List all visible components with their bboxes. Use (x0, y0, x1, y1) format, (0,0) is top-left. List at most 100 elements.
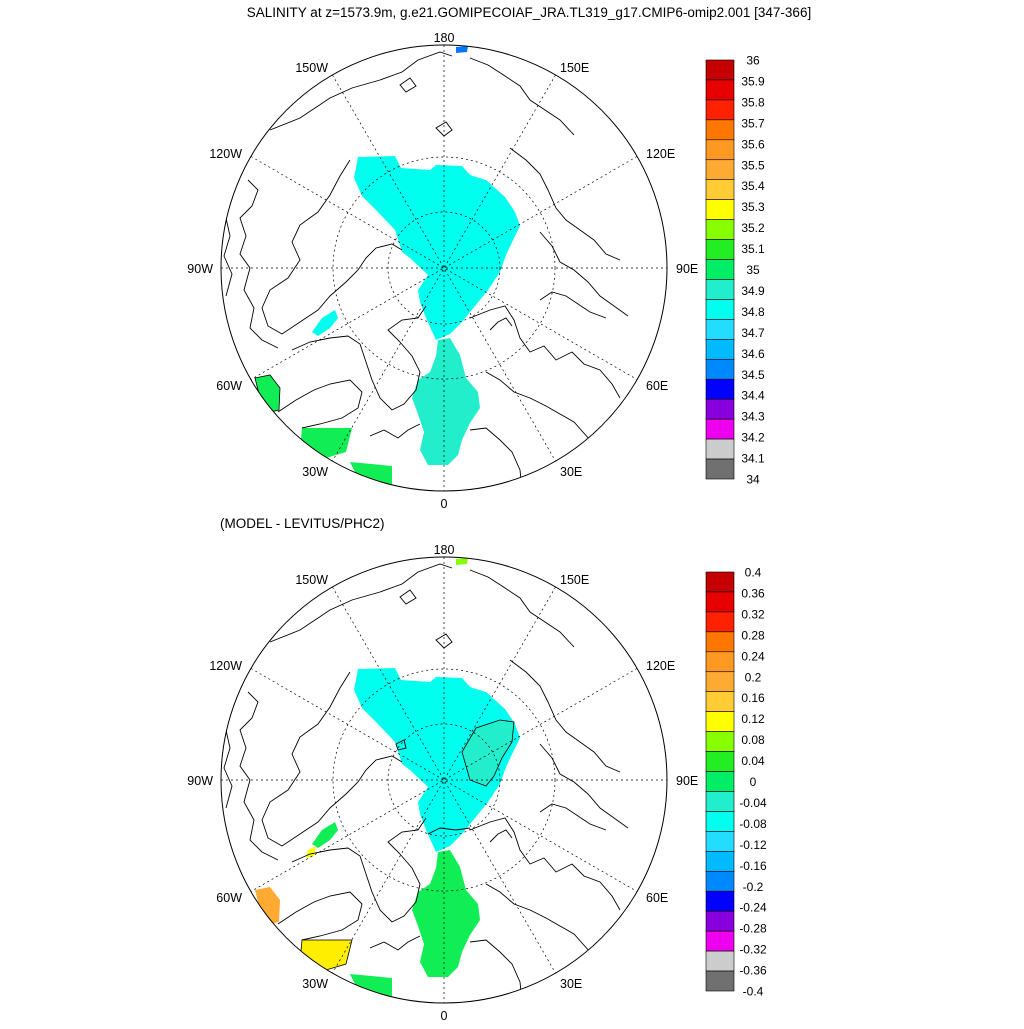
colorbar-box (705, 751, 735, 772)
colorbar-tick-label: -0.24 (739, 901, 767, 915)
colorbar-tick-label: 0.4 (745, 566, 762, 580)
colorbar-tick-label: 0.36 (741, 586, 765, 600)
colorbar-tick-label: 35 (746, 263, 760, 277)
colorbar-tick-label: 34.9 (741, 284, 765, 298)
lon-label-120e: 120E (646, 659, 675, 673)
lon-label-60e: 60E (646, 379, 668, 393)
lon-label-120w: 120W (209, 659, 242, 673)
lon-label-180: 180 (434, 543, 455, 557)
colorbar-tick-label: 34.1 (741, 452, 765, 466)
colorbar-box (705, 139, 735, 161)
colorbar-tick-label: -0.16 (739, 859, 767, 873)
map-boundary-bottom (220, 556, 668, 1004)
colorbar-tick-label: -0.36 (739, 964, 767, 978)
colorbar-box (705, 279, 735, 300)
colorbar-tick-label: 34 (746, 473, 760, 487)
colorbar-tick-label: 34.2 (741, 431, 765, 445)
graticule-top (221, 45, 667, 491)
colorbar-box (705, 851, 735, 872)
colorbar-box (705, 970, 735, 992)
colorbar-box (705, 651, 735, 673)
colorbar-tick-label: 35.1 (741, 242, 765, 256)
colorbar-box (705, 731, 735, 752)
colorbar-tick-label: 0 (750, 775, 757, 789)
colorbar-box (705, 358, 735, 380)
colorbar-tick-label: 0.16 (741, 691, 765, 705)
colorbar-box (705, 438, 735, 460)
colorbar-box (705, 591, 735, 613)
colorbar-tick-label: 35.6 (741, 137, 765, 151)
colorbar-tick-label: -0.28 (739, 922, 767, 936)
colorbar-box (705, 771, 735, 792)
colorbar-box (705, 79, 735, 101)
lon-label-120e: 120E (646, 147, 675, 161)
nordic-seas-anomaly-fill (412, 850, 480, 977)
colorbar-tick-label: -0.2 (743, 880, 764, 894)
colorbar-tick-label: 0.28 (741, 628, 765, 642)
coastlines-top (221, 51, 629, 491)
lon-label-120w: 120W (209, 147, 242, 161)
lon-label-30e: 30E (560, 465, 582, 479)
labrador-fill (254, 374, 281, 413)
colorbar-tick-label: 35.3 (741, 200, 765, 214)
baffin-fill (312, 310, 338, 336)
colorbar-box (705, 711, 735, 732)
colorbar-box (705, 910, 735, 932)
atlantic-fill-a (300, 428, 352, 458)
colorbar-tick-label: 35.4 (741, 179, 765, 193)
colorbar-box (705, 199, 735, 220)
lon-label-180: 180 (434, 31, 455, 45)
colorbar-box (705, 791, 735, 812)
colorbar-tick-label: 0.04 (741, 754, 765, 768)
colorbar-box (705, 119, 735, 141)
colorbar-box (705, 378, 735, 400)
colorbar-tick-label: 36 (746, 54, 760, 68)
colorbar-tick-label: 35.7 (741, 116, 765, 130)
arctic-basin-anomaly-fill (354, 668, 520, 852)
colorbar-box (705, 319, 735, 340)
lon-label-150w: 150W (295, 61, 328, 75)
colorbar-box (705, 219, 735, 240)
colorbar-box (705, 99, 735, 121)
colorbar-tick-label: 0.2 (745, 670, 762, 684)
top-map-panel: 180 0 90W 90E 150W 120W 150E 120E 60W 30… (187, 31, 765, 511)
colorbar-tick-label: 34.7 (741, 326, 765, 340)
colorbar-box (705, 458, 735, 480)
colorbar-tick-label: 35.9 (741, 74, 765, 88)
colorbar-tick-label: -0.12 (739, 838, 767, 852)
colorbar-tick-label: -0.08 (739, 817, 767, 831)
graticule-bottom (221, 557, 667, 1003)
colorbar-box (705, 239, 735, 260)
lon-label-0: 0 (441, 497, 448, 511)
lon-label-30e: 30E (560, 977, 582, 991)
colorbar-tick-label: 34.3 (741, 410, 765, 424)
colorbar-bottom: 0.4 0.36 0.32 0.28 0.24 0.2 0.16 0.12 0.08 0.04 0 -… (705, 566, 767, 999)
colorbar-box (705, 398, 735, 420)
lon-label-0: 0 (441, 1009, 448, 1023)
colorbar-box (705, 418, 735, 440)
eurasian-basin-anomaly-fill (461, 719, 515, 787)
lon-label-90w: 90W (187, 262, 213, 276)
colorbar-box (705, 950, 735, 972)
colorbar-box (705, 299, 735, 320)
lon-label-90e: 90E (676, 774, 698, 788)
colorbar-box (705, 930, 735, 952)
bering-fill (456, 46, 468, 53)
bottom-map-panel: 180 0 90W 90E 150W 120W 150E 120E 60W 30… (187, 543, 767, 1023)
lon-label-30w: 30W (302, 465, 328, 479)
colorbar-box (705, 159, 735, 181)
colorbar-tick-label: 34.5 (741, 368, 765, 382)
colorbar-box (705, 611, 735, 633)
colorbar-tick-label: 34.6 (741, 347, 765, 361)
atlantic-anomaly-fill-a (299, 939, 353, 971)
map-boundary-top (220, 44, 668, 492)
colorbar-box (705, 259, 735, 280)
colorbar-box (705, 831, 735, 852)
lon-label-150e: 150E (560, 61, 589, 75)
colorbar-tick-label: 34.4 (741, 389, 765, 403)
colorbar-tick-label: -0.32 (739, 943, 767, 957)
colorbar-tick-label: 0.12 (741, 712, 765, 726)
baffin-anomaly-yellow (306, 846, 316, 858)
